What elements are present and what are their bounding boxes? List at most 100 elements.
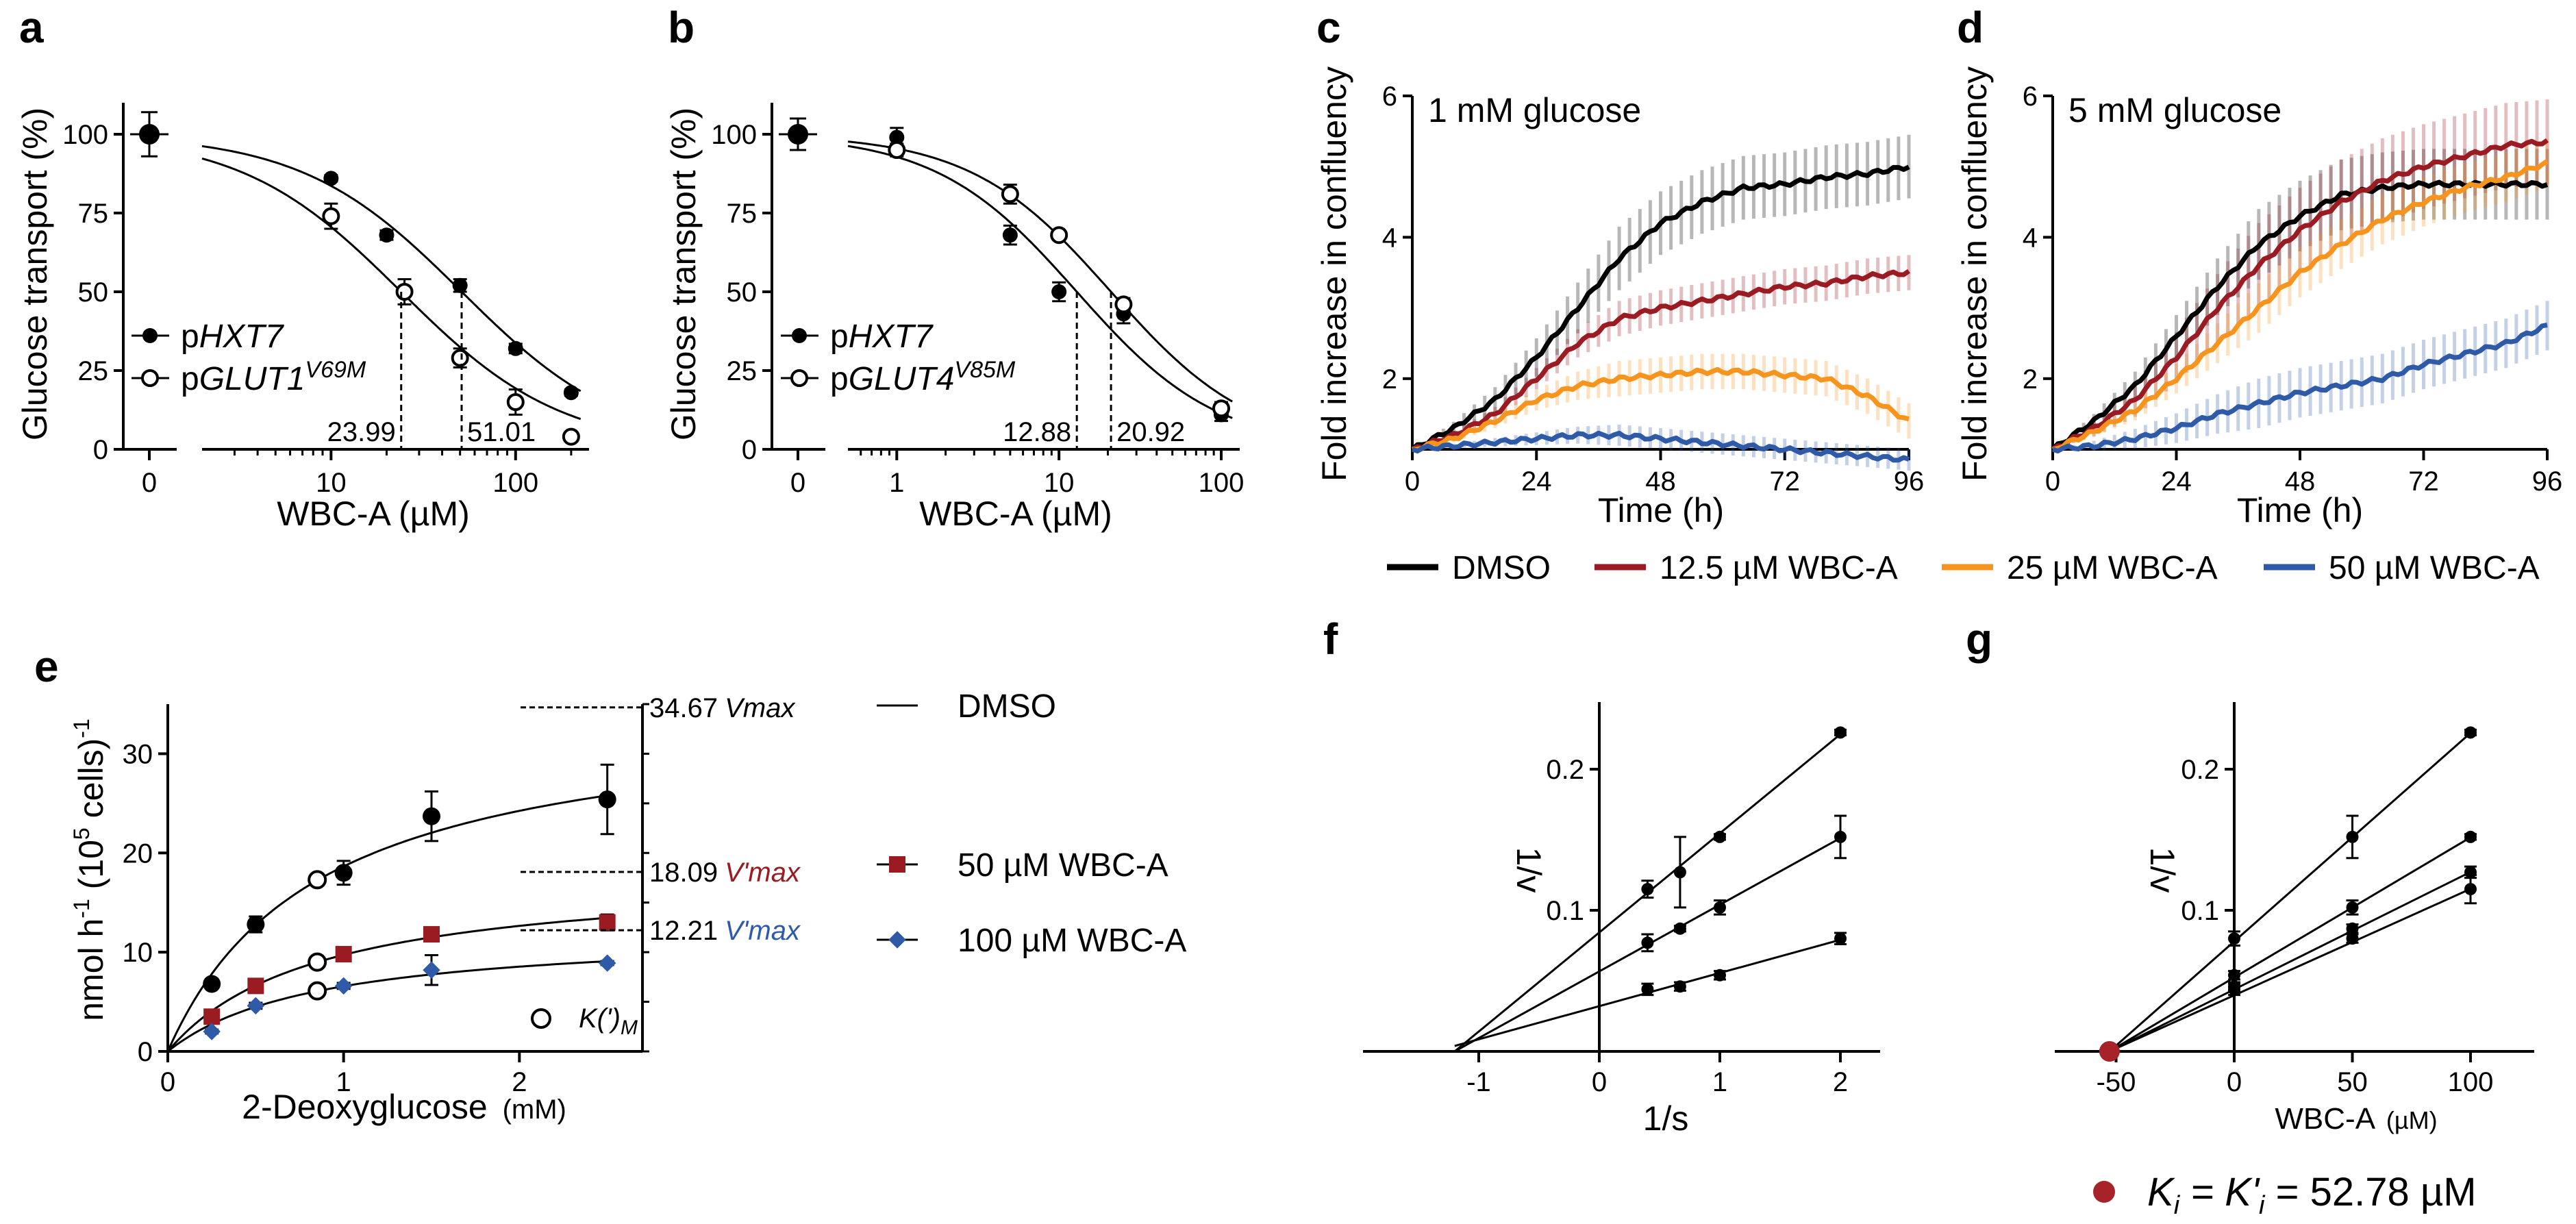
y-tick-label: 50 <box>78 277 109 308</box>
axis-label-x: Time (h) <box>1598 491 1724 529</box>
legend-marker <box>792 328 807 343</box>
data-point <box>2464 883 2477 896</box>
ki-legend-marker <box>2093 1181 2115 1203</box>
x-tick-label: 0 <box>1405 466 1420 497</box>
y-tick-label: 100 <box>62 120 108 150</box>
y-tick-label: 0 <box>138 1037 153 1067</box>
legend-label: 12.5 µM WBC-A <box>1660 550 1898 586</box>
y-tick-label: 0.1 <box>2181 896 2219 926</box>
ic50-label: 20.92 <box>1116 417 1185 447</box>
chart-title: 5 mM glucose <box>2068 91 2281 129</box>
y-tick-label: 4 <box>1382 223 1397 253</box>
axis-label-y: nmol h-1 (105 cells)-1 <box>69 719 110 1021</box>
series-line <box>1411 430 1910 463</box>
series-line <box>2052 159 2549 452</box>
km-marker <box>308 981 327 1001</box>
legend-marker <box>142 328 158 343</box>
panel-c-growth: 246 0 24 48 72 96 Fold increase in confluenc… <box>1315 66 1924 529</box>
panel-label-b: b <box>668 3 695 52</box>
y-tick-label: 75 <box>78 199 109 229</box>
y-tick-label: 0 <box>742 435 757 465</box>
x-tick-label: 0 <box>160 1067 175 1097</box>
vmax-value: 34.67 <box>649 693 718 723</box>
legend-label-gene: GLUT1 <box>199 361 305 397</box>
x-tick-label: 10 <box>1044 468 1075 498</box>
panel-label-c: c <box>1316 3 1341 52</box>
series-line <box>2051 323 2548 453</box>
panel-g-dixon: 0.10.2 -50 0 50 100 1/v WBC-A (µM) Ki = K'i… <box>2055 702 2534 1220</box>
legend-label-prefix: p <box>830 361 849 397</box>
vmax-name: V'max <box>725 916 801 946</box>
axis-label-y: Fold increase in confluency <box>1955 66 1994 482</box>
y-tick-label: 20 <box>123 838 153 869</box>
data-point <box>379 227 395 243</box>
axis-label-x: WBC-A (µM) <box>919 495 1112 533</box>
x-tick-label: 2 <box>1833 1067 1848 1097</box>
ki-text-prime_i: ' <box>2251 1170 2260 1214</box>
data-point <box>247 977 264 995</box>
legend-label-prefix: p <box>830 319 849 355</box>
x-tick-label: 100 <box>492 468 538 498</box>
x-tick-label: -1 <box>1466 1067 1491 1097</box>
data-point <box>1714 969 1726 982</box>
x-tick-label: -50 <box>2097 1067 2136 1097</box>
x-tick-label: 48 <box>2285 466 2316 497</box>
data-point-control <box>788 124 808 145</box>
data-point <box>2464 830 2477 843</box>
y-tick-label: 2 <box>2023 364 2038 395</box>
svg-text:2-Deoxyglucose (mM): 2-Deoxyglucose (mM) <box>242 1088 566 1126</box>
panel-label-g: g <box>1966 614 1992 664</box>
data-point <box>1641 983 1654 996</box>
data-point <box>334 864 353 882</box>
y-tick-label: 100 <box>711 120 757 150</box>
data-point <box>2228 983 2240 996</box>
fit-line <box>2108 732 2471 1053</box>
x-tick-label: 48 <box>1645 466 1676 497</box>
ic50-label: 51.01 <box>467 417 536 447</box>
legend-marker <box>889 856 905 873</box>
y-tick-label: 10 <box>123 938 153 968</box>
fit-line <box>2109 836 2471 1053</box>
legend-label: pHXT7 <box>830 319 934 355</box>
legend-label-prefix: p <box>181 361 199 397</box>
legend-marker <box>141 369 159 387</box>
y-tick-label: 0 <box>93 435 108 465</box>
axis-label-x: WBC-A (µM) <box>277 495 470 533</box>
legend-marker <box>888 931 906 949</box>
axis-label-sup: -1 <box>69 719 94 738</box>
vmax-name: Vmax <box>725 693 796 723</box>
panel-label-e: e <box>34 642 59 691</box>
data-point <box>423 807 440 825</box>
ic50-label: 23.99 <box>327 417 396 447</box>
data-point <box>2464 726 2477 739</box>
axis-label-x: 2-Deoxyglucose <box>242 1088 488 1126</box>
legend-label-mutation: V85M <box>954 357 1015 383</box>
km-marker <box>308 870 327 890</box>
data-point <box>562 427 580 446</box>
data-point <box>1834 830 1847 843</box>
data-point <box>1212 399 1231 418</box>
data-point <box>203 1008 221 1025</box>
data-point <box>1673 866 1686 879</box>
x-tick-label: 100 <box>1199 468 1245 498</box>
legend-label: DMSO <box>958 688 1056 725</box>
km-legend-sub: M <box>621 1016 638 1039</box>
x-tick-label: 1 <box>336 1067 351 1097</box>
x-tick-label: 24 <box>1521 466 1552 497</box>
panel-b-dose-response: 0 25 50 75 100 0 1 10 100 Glucose transport (%)… <box>664 103 1244 533</box>
data-point <box>1834 932 1847 945</box>
legend-label: 100 µM WBC-A <box>958 923 1186 959</box>
vmax-label: 18.09 V'max <box>649 858 801 888</box>
x-tick-label: 0 <box>142 468 157 498</box>
x-tick-label: 100 <box>2448 1067 2494 1097</box>
x-tick-label: 0 <box>790 468 805 498</box>
y-tick-label: 75 <box>727 199 758 229</box>
data-point <box>2346 932 2359 945</box>
y-tick-label: 6 <box>2023 82 2038 112</box>
y-tick-label: 4 <box>2023 223 2038 253</box>
series-line <box>1411 268 1911 452</box>
legend-label-gene: GLUT4 <box>849 361 955 397</box>
data-point <box>2346 922 2359 935</box>
legend-label: pGLUT1V69M <box>181 357 366 397</box>
